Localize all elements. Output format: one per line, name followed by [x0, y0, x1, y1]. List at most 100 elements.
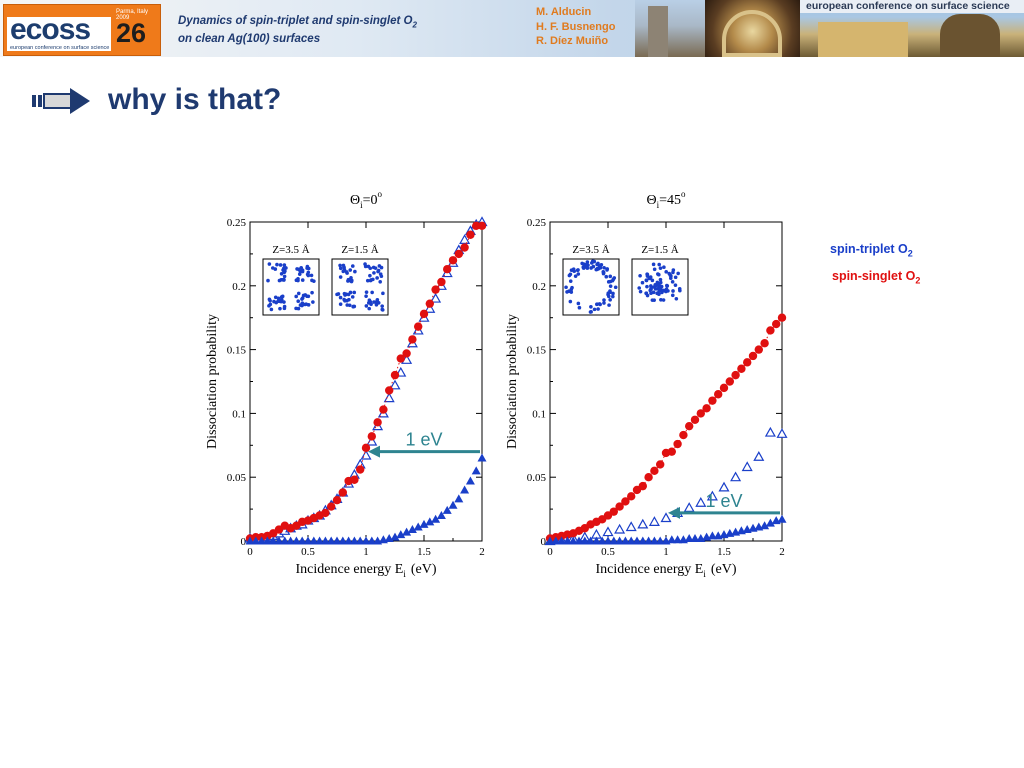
data-point — [754, 345, 763, 354]
header-photo-tower — [635, 0, 705, 57]
inset-point — [335, 292, 339, 297]
data-point — [245, 536, 255, 545]
inset-point — [650, 298, 655, 302]
inset-label: Z=1.5 Å — [641, 244, 678, 256]
inset-point — [294, 306, 298, 311]
x-label-text: Incidence energy E — [296, 562, 404, 577]
data-point — [725, 377, 734, 386]
data-point — [731, 370, 740, 380]
data-point — [297, 536, 307, 545]
tower-shape — [648, 6, 668, 57]
inset-point — [273, 295, 278, 300]
author-2: H. F. Busnengo — [536, 20, 616, 33]
inset-point — [269, 307, 274, 312]
inset-point — [607, 303, 611, 307]
inset-point — [282, 306, 287, 311]
inset-point — [565, 290, 569, 294]
inset-point — [568, 299, 573, 304]
title-subscript: i — [657, 200, 660, 210]
inset-point — [268, 302, 273, 307]
data-point — [620, 536, 630, 545]
inset-point — [668, 276, 673, 280]
data-point — [448, 500, 458, 509]
inset-point — [596, 307, 600, 311]
x-tick-label: 1.5 — [417, 546, 431, 558]
inset-point — [645, 272, 649, 277]
inset-label: Z=3.5 Å — [272, 244, 309, 256]
inset-point — [342, 291, 347, 296]
inset-point — [350, 264, 355, 268]
y-axis-label: Dissociation probability — [205, 314, 220, 449]
data-point — [424, 303, 436, 313]
data-point — [373, 418, 382, 427]
data-point — [690, 415, 700, 424]
inset-point — [576, 301, 581, 306]
x-label-unit: (eV) — [711, 562, 737, 577]
inset-point — [648, 288, 652, 293]
inset-point — [577, 305, 582, 310]
data-point — [690, 533, 700, 542]
inset-point — [376, 268, 381, 273]
inset-point — [378, 279, 383, 284]
data-point — [650, 466, 659, 476]
inset-point — [375, 276, 379, 280]
data-point — [580, 536, 590, 545]
inset-point — [576, 272, 581, 276]
data-point — [708, 396, 717, 405]
inset-point — [366, 264, 371, 269]
inset-point — [668, 273, 673, 277]
inset-point — [585, 260, 590, 264]
x-axis-label: Incidence energy Ei (eV) — [596, 562, 737, 579]
inset-point — [377, 264, 382, 268]
inset-point — [651, 262, 656, 267]
data-point — [466, 230, 475, 239]
logo-white-box — [7, 17, 111, 51]
inset-point — [338, 275, 343, 279]
data-point — [321, 508, 330, 518]
inset-point — [652, 267, 657, 272]
data-point — [685, 421, 694, 431]
logo-place: Parma, Italy 2009 — [116, 9, 149, 21]
inset-point — [282, 263, 287, 267]
data-point — [673, 439, 682, 449]
inset-point — [564, 285, 568, 290]
y-tick-label: 0.2 — [232, 281, 246, 293]
data-point — [465, 476, 475, 485]
data-point — [251, 536, 261, 545]
data-point — [332, 495, 342, 505]
inset-point — [300, 297, 304, 301]
inset-point — [370, 290, 374, 295]
data-point — [737, 364, 746, 373]
inset-point — [341, 269, 346, 274]
data-point — [673, 535, 683, 544]
inset-point — [673, 275, 678, 280]
inset-point — [312, 279, 316, 283]
data-point — [609, 507, 618, 516]
data-point — [625, 521, 637, 532]
inset-point — [278, 263, 283, 267]
inset-point — [602, 265, 606, 270]
y-tick-label: 0.05 — [527, 472, 547, 484]
inset-point — [676, 271, 680, 276]
data-point — [350, 475, 359, 484]
inset-point — [588, 310, 593, 314]
data-point — [638, 536, 648, 545]
data-point — [562, 536, 572, 545]
data-point — [777, 514, 787, 523]
logo-name: ecoss — [10, 13, 91, 46]
building-shape — [818, 22, 908, 57]
inset-label: Z=3.5 Å — [572, 244, 609, 256]
inset-label: Z=1.5 Å — [341, 244, 378, 256]
data-point — [425, 517, 435, 526]
data-point — [442, 505, 452, 514]
data-point — [667, 447, 676, 456]
legend-triplet-label: spin-triplet O — [830, 242, 908, 256]
data-point — [390, 532, 400, 541]
inset-point — [658, 280, 663, 285]
talk-title-line2: on clean Ag(100) surfaces — [178, 33, 321, 46]
inset-point — [567, 273, 572, 278]
inset-point — [611, 294, 615, 299]
data-point — [748, 351, 758, 361]
data-point — [667, 535, 677, 544]
